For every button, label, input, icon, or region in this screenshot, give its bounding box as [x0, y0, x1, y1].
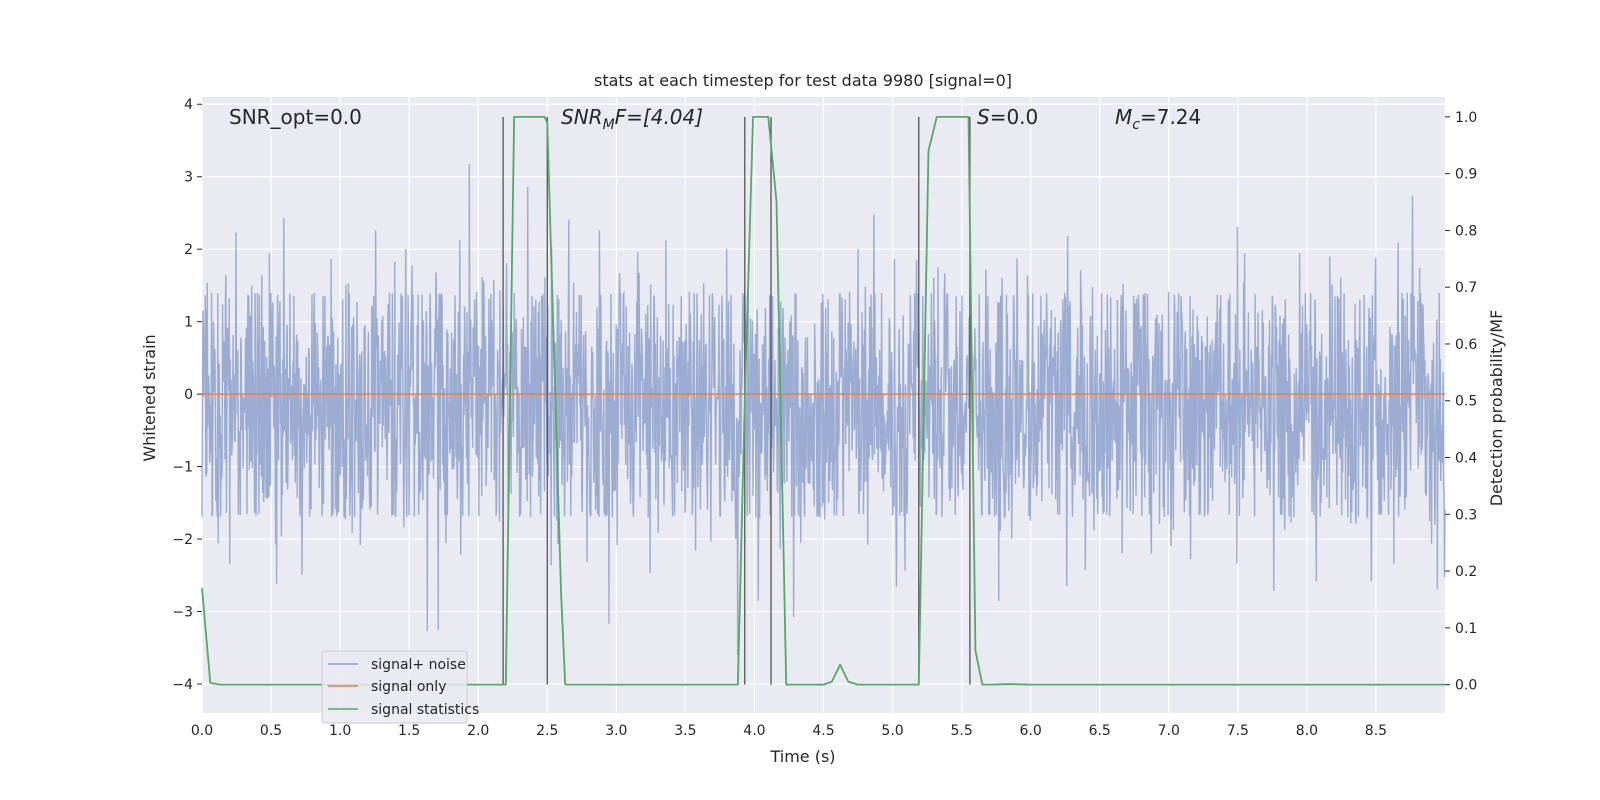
y-tick-label-0: 4 [184, 97, 193, 113]
legend-label-signal-noise: signal+ noise [371, 657, 466, 673]
y-tick-label-4: 0 [184, 387, 193, 403]
series-signal-noise [201, 164, 1446, 656]
x-tick-label-9: 4.5 [812, 723, 834, 739]
x-tick-label-8: 4.0 [743, 723, 765, 739]
annotation-snr-mf-sub: M [603, 117, 615, 133]
annotation-mc-rest: =7.24 [1140, 105, 1201, 129]
y-tick-label-2: 2 [184, 242, 193, 258]
chart-title: stats at each timestep for test data 998… [594, 71, 1012, 90]
legend-label-signal-only: signal only [371, 679, 446, 695]
x-tick-label-2: 1.0 [329, 723, 351, 739]
y2-tick-label-6: 0.4 [1455, 451, 1477, 467]
annotation-s-main: S [977, 105, 990, 129]
annotation-snr-mf: SNRMF=[4.04] [561, 105, 703, 133]
y2-axis-ticks: 1.0 0.9 0.8 0.7 0.6 0.5 0.4 0.3 0.2 0.1 0.0 [1445, 110, 1477, 694]
annotation-s: S=0.0 [977, 105, 1038, 129]
x-tick-label-10: 5.0 [881, 723, 903, 739]
x-tick-label-7: 3.5 [674, 723, 696, 739]
x-axis-ticks: 0.0 0.5 1.0 1.5 2.0 2.5 3.0 3.5 4.0 4.5 5.0 5.5 6.0 6… [191, 723, 1387, 739]
y2-tick-label-0: 1.0 [1455, 110, 1477, 126]
x-tick-label-3: 1.5 [398, 723, 420, 739]
series-line-signal-statistics [201, 115, 1445, 686]
annotation-snr-opt: SNR_opt=0.0 [229, 105, 362, 129]
y-axis-label: Whitened strain [140, 334, 159, 461]
x-tick-label-14: 7.0 [1158, 723, 1180, 739]
x-axis-label: Time (s) [769, 747, 835, 766]
legend-box [321, 650, 468, 724]
x-tick-label-6: 3.0 [605, 723, 627, 739]
y2-tick-label-1: 0.9 [1455, 167, 1477, 183]
y2-tick-label-2: 0.8 [1455, 223, 1477, 239]
y2-tick-label-9: 0.1 [1455, 621, 1477, 637]
series-signal-statistics [201, 115, 1445, 686]
y2-axis-label: Detection probability/MF [1487, 310, 1506, 507]
annotation-s-rest: =0.0 [990, 105, 1039, 129]
legend: signal+ noise signal only signal statist… [321, 650, 479, 724]
x-tick-label-17: 8.5 [1365, 723, 1387, 739]
annotation-snr-mf-main: SNR [561, 105, 603, 129]
annotation-mc-sub: c [1132, 117, 1140, 133]
y2-tick-label-5: 0.5 [1455, 394, 1477, 410]
x-tick-label-15: 7.5 [1227, 723, 1249, 739]
y-tick-label-6: −2 [172, 532, 193, 548]
y-axis-ticks: 4 3 2 1 0 −1 −2 −3 −4 [172, 97, 202, 693]
annotation-mc: Mc=7.24 [1115, 105, 1201, 133]
y-tick-label-5: −1 [172, 460, 193, 476]
y2-tick-label-3: 0.7 [1455, 280, 1477, 296]
x-tick-label-13: 6.5 [1089, 723, 1111, 739]
x-tick-label-0: 0.0 [191, 723, 213, 739]
x-tick-label-16: 8.0 [1296, 723, 1318, 739]
annotation-snr-mf-rest: F=[4.04] [615, 105, 703, 129]
y2-tick-label-4: 0.6 [1455, 337, 1477, 353]
annotation-mc-main: M [1115, 105, 1132, 129]
x-tick-label-5: 2.5 [536, 723, 558, 739]
x-tick-label-4: 2.0 [467, 723, 489, 739]
y2-tick-label-8: 0.2 [1455, 564, 1477, 580]
x-tick-label-12: 6.0 [1020, 723, 1042, 739]
y2-tick-label-7: 0.3 [1455, 507, 1477, 523]
y-tick-label-7: −3 [172, 605, 193, 621]
series-line-signal-noise [201, 164, 1446, 656]
y-tick-label-3: 1 [184, 315, 193, 331]
y-tick-label-8: −4 [172, 677, 193, 693]
legend-label-signal-statistics: signal statistics [371, 702, 479, 718]
x-tick-label-11: 5.5 [950, 723, 972, 739]
x-tick-label-1: 0.5 [260, 723, 282, 739]
y2-tick-label-10: 0.0 [1455, 678, 1477, 694]
y-tick-label-1: 3 [184, 170, 193, 186]
